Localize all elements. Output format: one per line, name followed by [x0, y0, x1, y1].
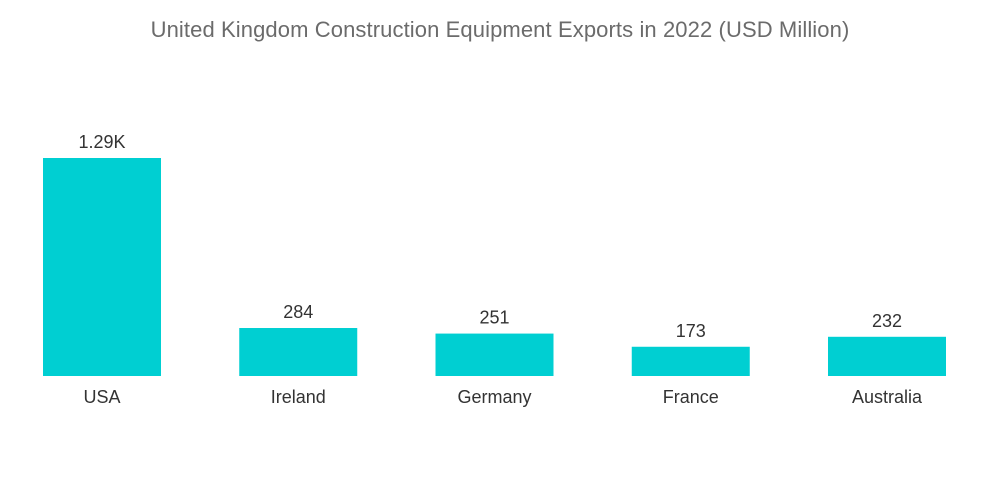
data-label-usa: 1.29K	[78, 132, 125, 152]
data-labels-layer: 1.29K 284 251 173 232	[78, 132, 902, 341]
data-label-germany: 251	[479, 308, 509, 328]
data-label-france: 173	[676, 321, 706, 341]
data-label-australia: 232	[872, 311, 902, 331]
x-tick-label-germany: Germany	[457, 387, 531, 407]
bar-australia	[828, 336, 946, 376]
bars-layer	[43, 158, 946, 376]
x-tick-label-france: France	[663, 387, 719, 407]
bar-usa	[43, 158, 161, 376]
data-label-ireland: 284	[283, 302, 313, 322]
bar-germany	[435, 333, 554, 376]
bar-ireland	[239, 328, 358, 376]
x-tick-label-australia: Australia	[852, 387, 923, 407]
bar-france	[631, 346, 750, 376]
x-tick-labels-layer: USA Ireland Germany France Australia	[83, 387, 923, 407]
x-tick-label-usa: USA	[83, 387, 120, 407]
chart-title: United Kingdom Construction Equipment Ex…	[150, 17, 850, 42]
x-tick-label-ireland: Ireland	[271, 387, 326, 407]
